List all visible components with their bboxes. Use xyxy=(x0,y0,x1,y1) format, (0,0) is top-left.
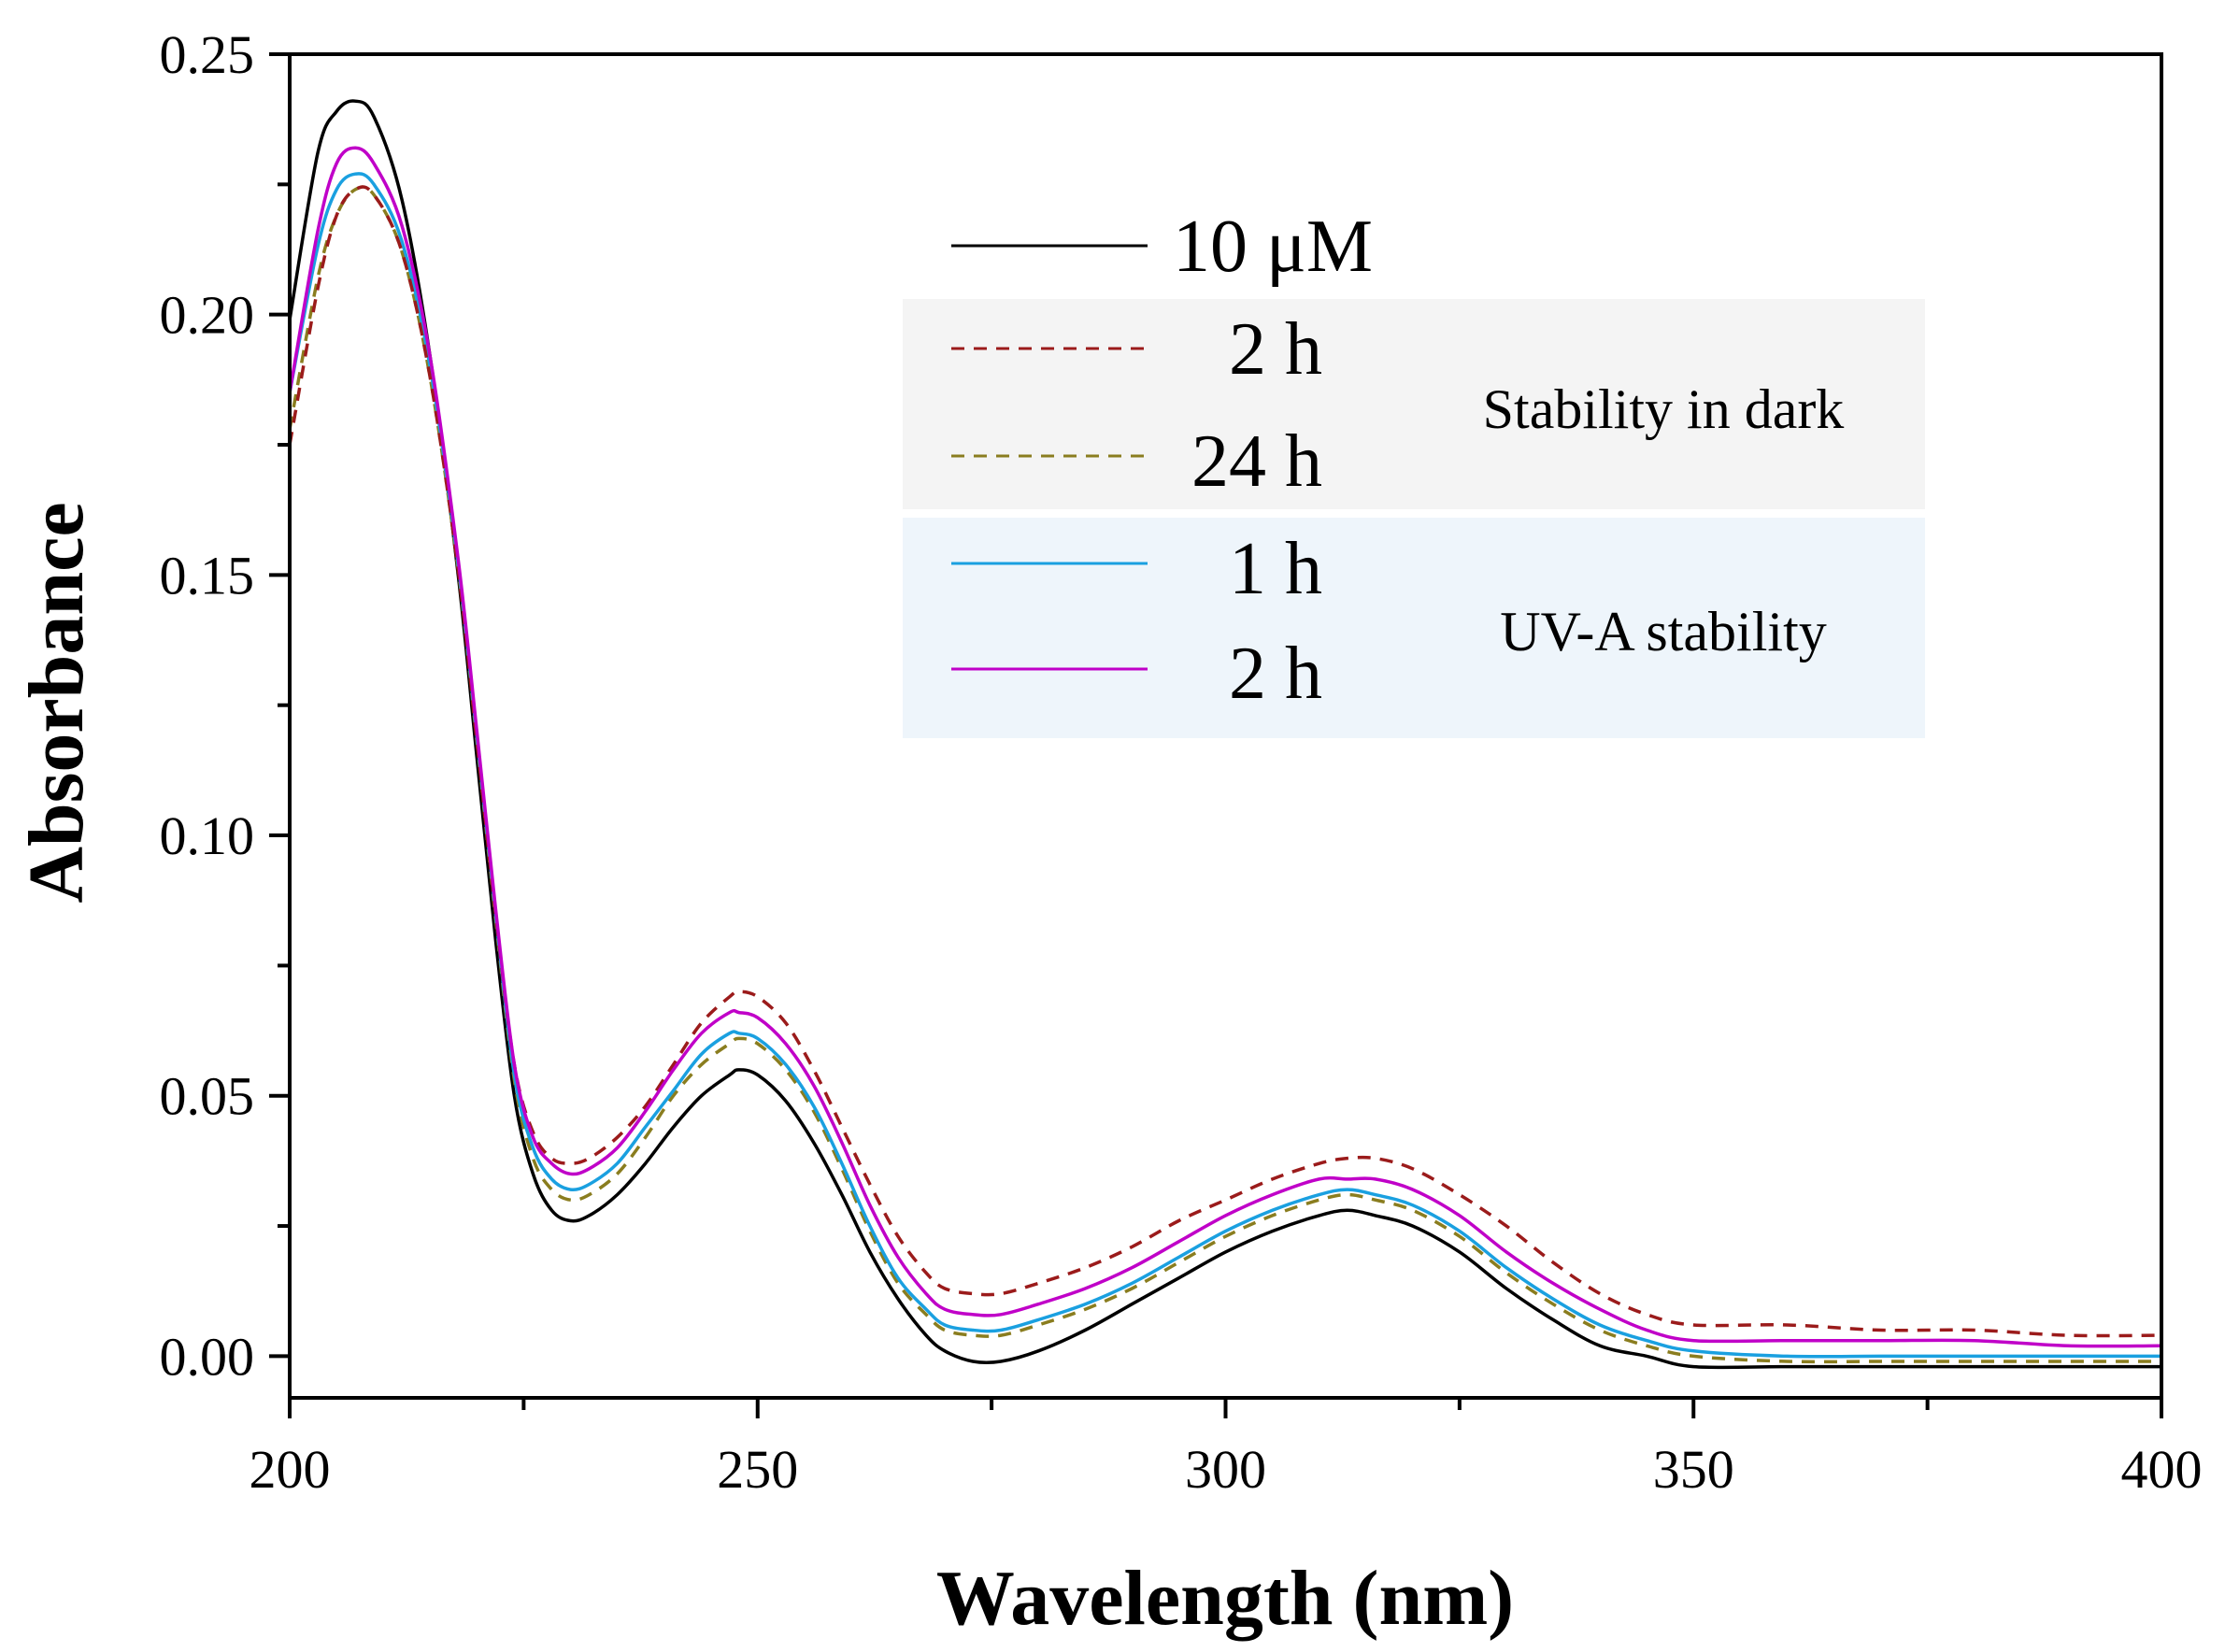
legend: 10 μM 2 h 24 h 1 h 2 h Stability in dark… xyxy=(951,206,1844,715)
legend-label-uva-2h: 2 h xyxy=(1229,633,1322,715)
x-tick-label: 300 xyxy=(1185,1439,1266,1500)
y-tick-label: 0.15 xyxy=(160,545,255,605)
series-line-4 xyxy=(288,146,2162,1348)
legend-label-10uM: 10 μM xyxy=(1173,206,1373,288)
legend-group-label-dark: Stability in dark xyxy=(1483,378,1845,440)
series-layer xyxy=(288,99,2162,1370)
x-tick-label: 200 xyxy=(250,1439,331,1500)
x-axis-title: Wavelength (nm) xyxy=(936,1555,1514,1642)
x-tick-label: 400 xyxy=(2121,1439,2203,1500)
x-tick-label: 350 xyxy=(1653,1439,1734,1500)
legend-label-dark-24h: 24 h xyxy=(1191,420,1322,503)
y-tick-label: 0.10 xyxy=(160,805,255,866)
y-axis-title: Absorbance xyxy=(13,502,100,903)
legend-label-dark-2h: 2 h xyxy=(1229,308,1322,391)
legend-group-uva-background xyxy=(903,518,1925,738)
x-axis-ticks: 200 250 300 350 400 xyxy=(250,1398,2203,1500)
y-tick-label: 0.20 xyxy=(160,285,255,346)
legend-group-label-uva: UV-A stability xyxy=(1500,601,1826,662)
legend-group-dark-background xyxy=(903,299,1925,509)
x-tick-label: 250 xyxy=(717,1439,798,1500)
y-tick-label: 0.00 xyxy=(160,1326,255,1387)
y-tick-label: 0.05 xyxy=(160,1066,255,1127)
y-tick-label: 0.25 xyxy=(160,24,255,85)
legend-label-uva-1h: 1 h xyxy=(1229,528,1322,610)
y-axis-ticks: 0.00 0.05 0.10 0.15 0.20 0.25 xyxy=(160,24,290,1387)
